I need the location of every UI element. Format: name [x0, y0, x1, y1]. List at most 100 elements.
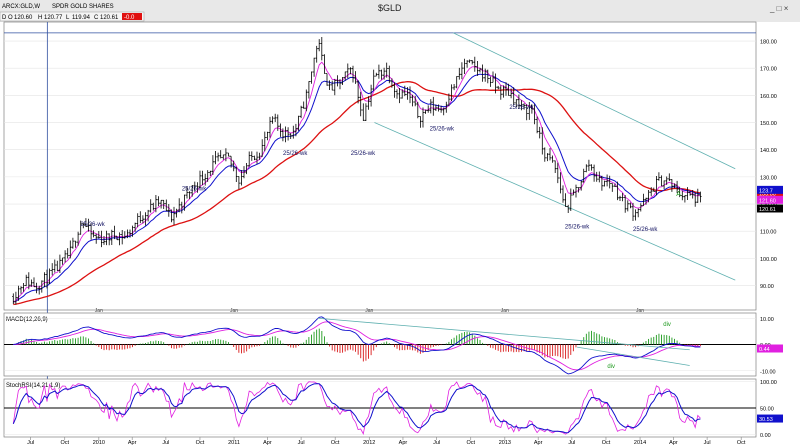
price-bar [351, 65, 355, 83]
ohlc-high-value: 120.77 [44, 15, 63, 21]
price-bar [432, 96, 435, 116]
price-bar [159, 199, 163, 209]
stoch-y-axis: 0.00 50.00 100.00 30.53 [757, 380, 783, 439]
price-bar [642, 193, 645, 207]
macd-div-annotation: div [663, 322, 671, 328]
price-bar [367, 96, 370, 110]
price-bar [204, 173, 207, 186]
price-bar [232, 160, 235, 172]
price-bar [253, 155, 256, 161]
stoch-value-bg [757, 414, 783, 423]
price-bar [605, 174, 609, 187]
price-bar [172, 206, 176, 225]
x-sublabel: Jan [95, 308, 103, 314]
price-bar [429, 99, 432, 114]
x-tick-label: Jul [568, 440, 575, 446]
price-bar [242, 166, 246, 179]
price-bar [58, 254, 62, 273]
price-moving-averages [13, 61, 701, 306]
ohlc-o-label: O [8, 15, 13, 21]
price-bar [455, 76, 458, 89]
price-bar [650, 187, 653, 197]
price-bar [613, 183, 617, 187]
price-bar [476, 61, 479, 76]
price-bar [631, 202, 635, 221]
price-bar [471, 60, 474, 65]
macd-div-annotation: div [607, 364, 615, 370]
ema-short-line [13, 61, 701, 303]
annotation-label: 25/26-wk [80, 222, 105, 228]
price-bar [191, 185, 194, 197]
price-bar [305, 89, 308, 112]
price-bar [637, 208, 640, 218]
price-bar [408, 86, 412, 104]
price-bar [662, 180, 666, 190]
x-tick-label: Oct [602, 440, 611, 446]
price-bar [240, 170, 243, 186]
price-bar [71, 237, 75, 249]
price-bar [89, 222, 93, 240]
price-bar [577, 187, 580, 193]
price-bar [406, 87, 409, 100]
price-bar [214, 151, 217, 165]
price-tick-label: 160.00 [760, 94, 777, 100]
macd-tick-label: -10.00 [760, 369, 776, 375]
legend-strip [0, 11, 145, 22]
price-bar [167, 204, 170, 217]
price-bar [66, 248, 69, 259]
price-bar [572, 189, 575, 196]
price-bar [694, 192, 697, 207]
price-bar [398, 88, 401, 104]
price-bar [385, 62, 388, 78]
stoch-value: 30.53 [759, 417, 773, 423]
price-bar [281, 128, 285, 142]
price-bar [356, 80, 360, 104]
price-bar [460, 62, 464, 80]
price-bar [258, 152, 261, 160]
price-bar [38, 285, 41, 295]
x-tick-label: Jul [27, 440, 34, 446]
price-bar [657, 172, 661, 181]
price-bar [196, 182, 199, 193]
price-bar [354, 71, 357, 84]
price-bar [525, 104, 528, 121]
price-bar [292, 125, 295, 139]
price-bar [331, 80, 334, 91]
change-badge [122, 13, 142, 20]
price-bar [660, 175, 663, 187]
macd-tick-label: 10.00 [760, 317, 774, 323]
price-bar [567, 204, 570, 213]
price-bar [696, 188, 699, 203]
price-bar [162, 199, 165, 209]
x-tick-label: Oct [60, 440, 69, 446]
price-bar [382, 67, 386, 80]
price-bar [442, 107, 445, 116]
price-bar [673, 183, 676, 189]
price-bar [608, 175, 611, 189]
price-bar [592, 164, 596, 182]
x-tick-label: 2012 [363, 440, 375, 446]
price-bar [323, 54, 326, 74]
price-bar [548, 148, 552, 161]
price-bar [110, 229, 113, 245]
price-bar [76, 231, 80, 246]
price-bar [574, 184, 578, 198]
macd-trend-line [577, 346, 690, 366]
price-bar [478, 67, 482, 73]
price-bar [639, 203, 642, 212]
window-controls[interactable]: _ □ × [769, 4, 789, 13]
price-bar [554, 160, 557, 173]
price-bar [416, 101, 419, 119]
ema-long-value: 123.7 [759, 188, 773, 194]
x-tick-label: 2014 [634, 440, 646, 446]
price-bar [17, 285, 20, 301]
price-bar [629, 202, 632, 209]
price-bar [590, 164, 593, 171]
price-bar [421, 107, 425, 128]
price-bar [255, 151, 259, 164]
price-bar [146, 209, 150, 222]
price-bar [279, 123, 282, 137]
price-bar [211, 155, 215, 175]
price-bar [393, 82, 396, 98]
